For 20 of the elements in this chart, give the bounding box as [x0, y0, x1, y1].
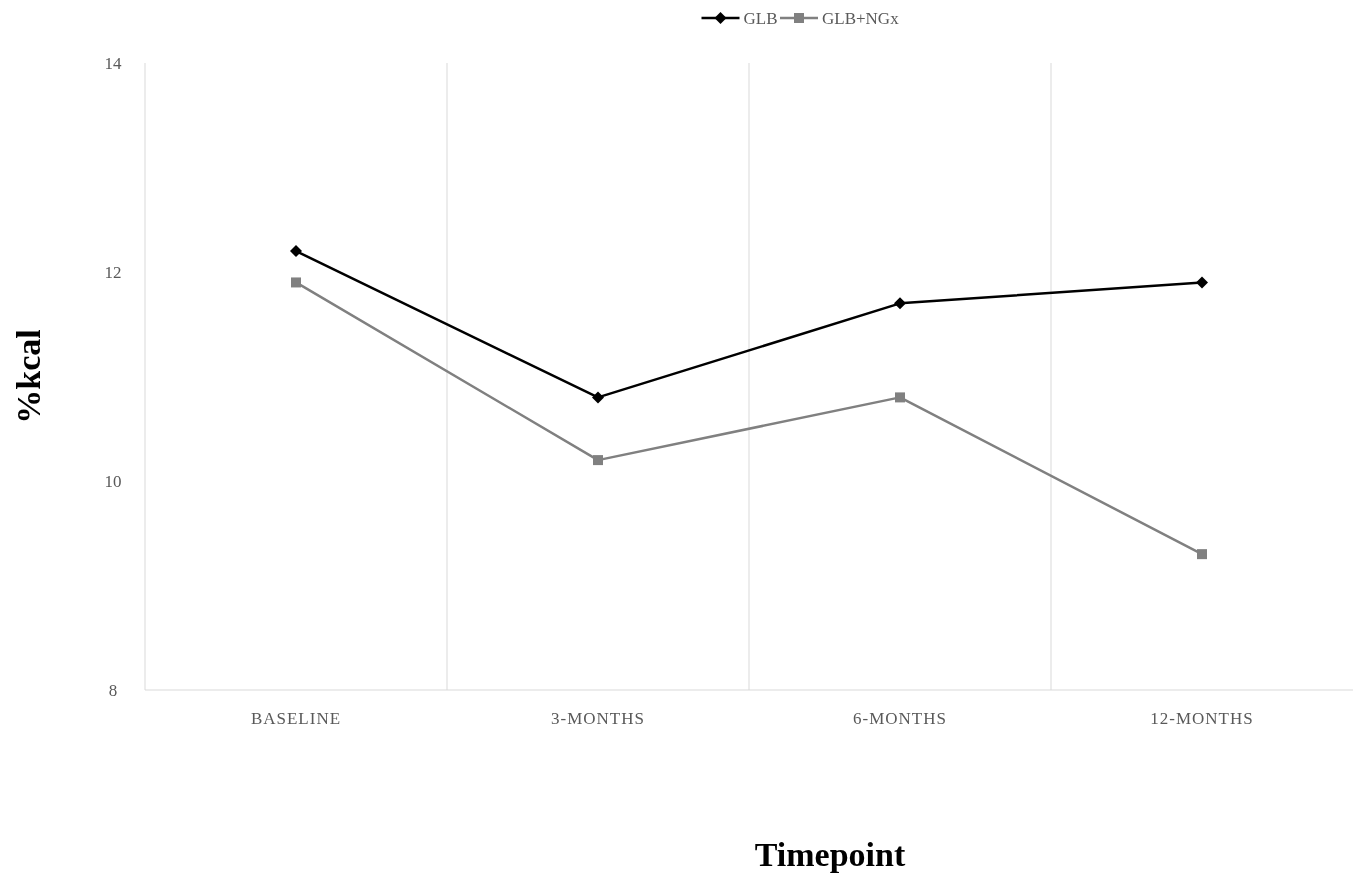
point: [1196, 276, 1208, 289]
y-tick-label: 10: [104, 472, 122, 491]
point: [1197, 549, 1207, 560]
point: [291, 277, 301, 288]
x-axis-title: Timepoint: [754, 836, 906, 873]
x-tick-label: 12-MONTHS: [1150, 709, 1254, 728]
y-tick-label: 14: [104, 54, 122, 73]
x-tick-label: 6-MONTHS: [853, 709, 947, 728]
point: [290, 245, 302, 258]
x-tick-label: BASELINE: [250, 709, 342, 728]
y-tick-label: 8: [108, 681, 118, 700]
point: [894, 297, 906, 310]
y-axis-title: %kcal: [10, 329, 47, 424]
legend-label: GLB: [743, 9, 778, 28]
legend-label: GLB+NGx: [822, 9, 900, 28]
point: [592, 391, 604, 404]
point: [593, 455, 603, 466]
y-tick-label: 12: [104, 263, 122, 282]
x-tick-label: 3-MONTHS: [551, 709, 645, 728]
point: [895, 392, 905, 403]
